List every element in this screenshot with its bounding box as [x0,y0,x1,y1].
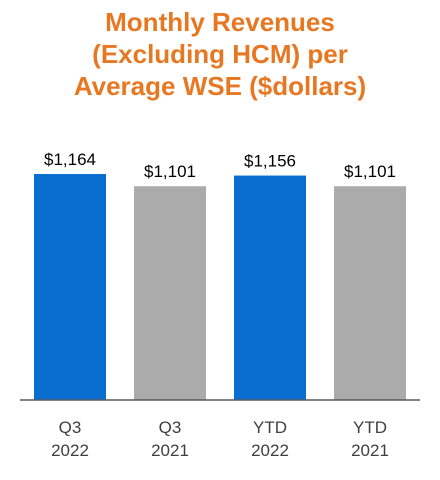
chart-title: Monthly Revenues (Excluding HCM) per Ave… [0,6,440,102]
chart-title-line: (Excluding HCM) per [92,39,348,69]
x-tick-label: Q3 [159,418,182,437]
data-label: $1,164 [44,150,96,169]
chart-title-line: Average WSE ($dollars) [73,71,367,101]
data-label: $1,156 [244,152,296,171]
x-tick-label: 2021 [151,441,189,460]
bar [334,186,406,400]
bar [234,175,306,400]
chart-title-line: Monthly Revenues [105,7,335,37]
bar [134,186,206,400]
x-tick-label: YTD [253,418,287,437]
x-tick-label: 2021 [351,441,389,460]
x-tick-label: 2022 [51,441,89,460]
data-label: $1,101 [344,162,396,181]
x-tick-label: Q3 [59,418,82,437]
x-tick-label: YTD [353,418,387,437]
x-tick-label: 2022 [251,441,289,460]
bar [34,174,106,400]
data-label: $1,101 [144,162,196,181]
